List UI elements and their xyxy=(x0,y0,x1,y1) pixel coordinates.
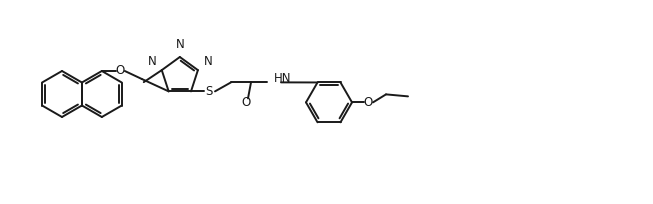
Text: N: N xyxy=(176,38,184,51)
Text: N: N xyxy=(204,55,213,68)
Text: O: O xyxy=(242,96,251,109)
Text: S: S xyxy=(205,85,213,98)
Text: N: N xyxy=(148,55,157,68)
Text: HN: HN xyxy=(274,72,291,85)
Text: O: O xyxy=(115,64,125,78)
Text: O: O xyxy=(363,96,373,109)
